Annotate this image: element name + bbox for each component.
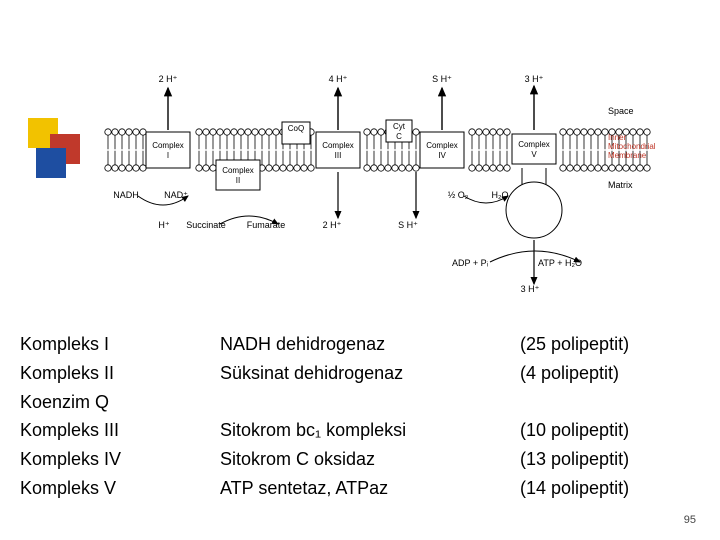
svg-text:H⁺: H⁺ xyxy=(158,220,169,230)
svg-text:2 H⁺: 2 H⁺ xyxy=(323,220,342,230)
svg-text:ADP + Pᵢ: ADP + Pᵢ xyxy=(452,258,488,268)
cell-name: Kompleks V xyxy=(20,474,220,503)
svg-text:II: II xyxy=(236,176,240,185)
cell-name: Kompleks III xyxy=(20,416,220,445)
cell-enzyme xyxy=(220,388,520,417)
cell-pp: (10 polipeptit) xyxy=(520,416,700,445)
labels: 2 H⁺ 4 H⁺ S H⁺ 3 H⁺ NADH NAD⁺ H⁺ Succinate Fumar… xyxy=(113,74,656,294)
cell-pp xyxy=(520,388,700,417)
svg-text:Fumarate: Fumarate xyxy=(247,220,286,230)
table-row: Kompleks II Süksinat dehidrogenaz (4 pol… xyxy=(20,359,710,388)
cell-pp: (14 polipeptit) xyxy=(520,474,700,503)
svg-text:NAD⁺: NAD⁺ xyxy=(164,190,188,200)
svg-text:Complex: Complex xyxy=(152,141,184,150)
table-row: Kompleks III Sitokrom bc₁ kompleksi (10 … xyxy=(20,416,710,445)
svg-text:NADH: NADH xyxy=(113,190,139,200)
etc-diagram: ComplexIComplexIICoQComplexIIICytCComple… xyxy=(60,40,660,300)
cell-enzyme: Süksinat dehidrogenaz xyxy=(220,359,520,388)
arrows xyxy=(138,86,580,284)
svg-text:Membrane: Membrane xyxy=(608,151,647,160)
complex-table: Kompleks I NADH dehidrogenaz (25 polipep… xyxy=(20,330,710,503)
svg-text:IV: IV xyxy=(438,151,446,160)
svg-text:Complex: Complex xyxy=(518,140,550,149)
cell-pp: (4 polipeptit) xyxy=(520,359,700,388)
svg-text:Succinate: Succinate xyxy=(186,220,226,230)
cell-name: Kompleks I xyxy=(20,330,220,359)
svg-text:Cyt: Cyt xyxy=(393,122,406,131)
cell-name: Koenzim Q xyxy=(20,388,220,417)
svg-text:S H⁺: S H⁺ xyxy=(432,74,452,84)
cell-enzyme: Sitokrom C oksidaz xyxy=(220,445,520,474)
svg-text:3 H⁺: 3 H⁺ xyxy=(521,284,540,294)
cell-name: Kompleks II xyxy=(20,359,220,388)
svg-text:III: III xyxy=(335,151,342,160)
svg-text:4 H⁺: 4 H⁺ xyxy=(329,74,348,84)
svg-text:S H⁺: S H⁺ xyxy=(398,220,418,230)
svg-text:Complex: Complex xyxy=(222,166,254,175)
cell-pp: (13 polipeptit) xyxy=(520,445,700,474)
svg-text:3 H⁺: 3 H⁺ xyxy=(525,74,544,84)
svg-text:2 H⁺: 2 H⁺ xyxy=(159,74,178,84)
svg-text:½ O₂: ½ O₂ xyxy=(448,190,469,200)
table-row: Kompleks V ATP sentetaz, ATPaz (14 polip… xyxy=(20,474,710,503)
svg-text:CoQ: CoQ xyxy=(288,124,304,133)
svg-text:I: I xyxy=(167,151,169,160)
svg-text:H₂O: H₂O xyxy=(492,190,509,200)
svg-text:V: V xyxy=(531,150,537,159)
svg-text:ATP + H₂O: ATP + H₂O xyxy=(538,258,582,268)
table-row: Kompleks I NADH dehidrogenaz (25 polipep… xyxy=(20,330,710,359)
svg-text:Inner: Inner xyxy=(608,133,627,142)
cell-enzyme: Sitokrom bc₁ kompleksi xyxy=(220,416,520,445)
table-row: Kompleks IV Sitokrom C oksidaz (13 polip… xyxy=(20,445,710,474)
cell-enzyme: ATP sentetaz, ATPaz xyxy=(220,474,520,503)
cell-enzyme: NADH dehidrogenaz xyxy=(220,330,520,359)
svg-text:Complex: Complex xyxy=(322,141,354,150)
svg-text:Matrix: Matrix xyxy=(608,180,633,190)
svg-text:Complex: Complex xyxy=(426,141,458,150)
page-number: 95 xyxy=(684,514,696,526)
svg-text:Space: Space xyxy=(608,106,634,116)
svg-text:Mitochondrial: Mitochondrial xyxy=(608,142,656,151)
cell-pp: (25 polipeptit) xyxy=(520,330,700,359)
table-row: Koenzim Q xyxy=(20,388,710,417)
svg-text:C: C xyxy=(396,132,402,141)
cell-name: Kompleks IV xyxy=(20,445,220,474)
